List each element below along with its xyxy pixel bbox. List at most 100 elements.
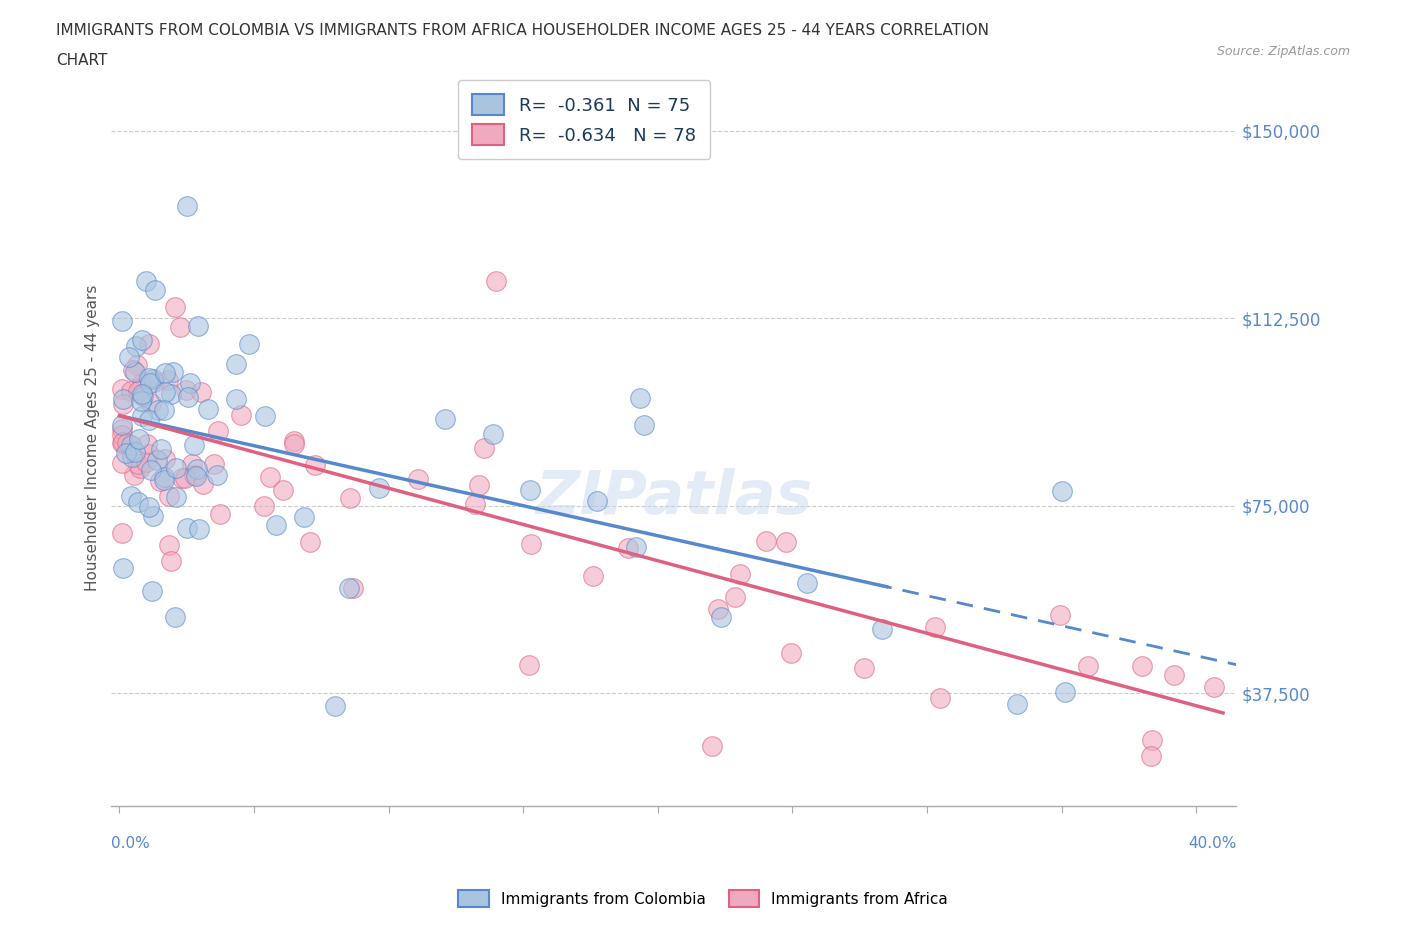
- Point: [128, 383, 150, 398]
- Point: [482, 427, 505, 442]
- Point: [1163, 668, 1185, 683]
- Point: [298, 535, 321, 550]
- Point: [124, 445, 146, 459]
- Point: [131, 387, 153, 402]
- Point: [187, 319, 209, 334]
- Point: [153, 403, 176, 418]
- Point: [710, 609, 733, 624]
- Point: [628, 391, 651, 405]
- Point: [153, 472, 176, 487]
- Point: [165, 460, 187, 475]
- Point: [724, 590, 747, 604]
- Point: [163, 300, 186, 315]
- Point: [225, 392, 247, 406]
- Point: [468, 478, 491, 493]
- Point: [139, 462, 162, 477]
- Point: [146, 453, 169, 468]
- Point: [796, 576, 818, 591]
- Point: [155, 385, 177, 400]
- Point: [131, 332, 153, 347]
- Point: [633, 418, 655, 432]
- Point: [238, 337, 260, 352]
- Point: [582, 568, 605, 583]
- Point: [149, 474, 172, 489]
- Point: [520, 537, 543, 551]
- Point: [122, 362, 145, 377]
- Point: [157, 489, 180, 504]
- Point: [127, 457, 149, 472]
- Point: [111, 392, 134, 406]
- Point: [184, 469, 207, 484]
- Point: [111, 421, 134, 436]
- Point: [115, 435, 138, 450]
- Point: [1077, 658, 1099, 673]
- Point: [111, 417, 134, 432]
- Point: [197, 402, 219, 417]
- Point: [283, 436, 305, 451]
- Point: [202, 457, 225, 472]
- Point: [153, 470, 176, 485]
- Point: [125, 358, 148, 373]
- Point: [191, 477, 214, 492]
- Point: [120, 488, 142, 503]
- Point: [624, 539, 647, 554]
- Text: IMMIGRANTS FROM COLOMBIA VS IMMIGRANTS FROM AFRICA HOUSEHOLDER INCOME AGES 25 - : IMMIGRANTS FROM COLOMBIA VS IMMIGRANTS F…: [56, 23, 990, 38]
- Point: [264, 517, 287, 532]
- Point: [111, 525, 134, 540]
- Point: [146, 403, 169, 418]
- Point: [138, 412, 160, 427]
- Point: [135, 436, 157, 451]
- Point: [342, 580, 364, 595]
- Point: [406, 472, 429, 486]
- Point: [141, 583, 163, 598]
- Text: CHART: CHART: [56, 53, 108, 68]
- Point: [160, 386, 183, 401]
- Point: [111, 435, 134, 450]
- Point: [111, 435, 134, 450]
- Point: [208, 507, 231, 522]
- Point: [111, 428, 134, 443]
- Point: [153, 452, 176, 467]
- Point: [924, 619, 946, 634]
- Point: [111, 455, 134, 470]
- Point: [472, 441, 495, 456]
- Point: [780, 645, 803, 660]
- Point: [205, 467, 228, 482]
- Point: [186, 462, 208, 477]
- Point: [128, 432, 150, 446]
- Point: [188, 522, 211, 537]
- Point: [870, 621, 893, 636]
- Text: ZIPatlas: ZIPatlas: [536, 468, 813, 526]
- Point: [149, 442, 172, 457]
- Point: [112, 561, 135, 576]
- Point: [273, 482, 295, 497]
- Point: [124, 365, 146, 379]
- Point: [1204, 679, 1226, 694]
- Legend: Immigrants from Colombia, Immigrants from Africa: Immigrants from Colombia, Immigrants fro…: [451, 884, 955, 913]
- Point: [129, 393, 152, 408]
- Point: [165, 489, 187, 504]
- Point: [122, 468, 145, 483]
- Point: [138, 500, 160, 515]
- Point: [162, 365, 184, 379]
- Point: [174, 382, 197, 397]
- Point: [145, 282, 167, 297]
- Point: [129, 460, 152, 475]
- Point: [433, 411, 456, 426]
- Point: [304, 458, 326, 472]
- Point: [1142, 732, 1164, 747]
- Text: 0.0%: 0.0%: [111, 836, 150, 851]
- Y-axis label: Householder Income Ages 25 - 44 years: Householder Income Ages 25 - 44 years: [86, 286, 100, 591]
- Point: [132, 389, 155, 404]
- Point: [928, 690, 950, 705]
- Point: [176, 198, 198, 213]
- Point: [1049, 607, 1071, 622]
- Point: [156, 372, 179, 387]
- Point: [141, 396, 163, 411]
- Point: [292, 510, 315, 525]
- Point: [207, 424, 229, 439]
- Point: [160, 553, 183, 568]
- Point: [700, 738, 723, 753]
- Point: [115, 445, 138, 460]
- Point: [173, 471, 195, 485]
